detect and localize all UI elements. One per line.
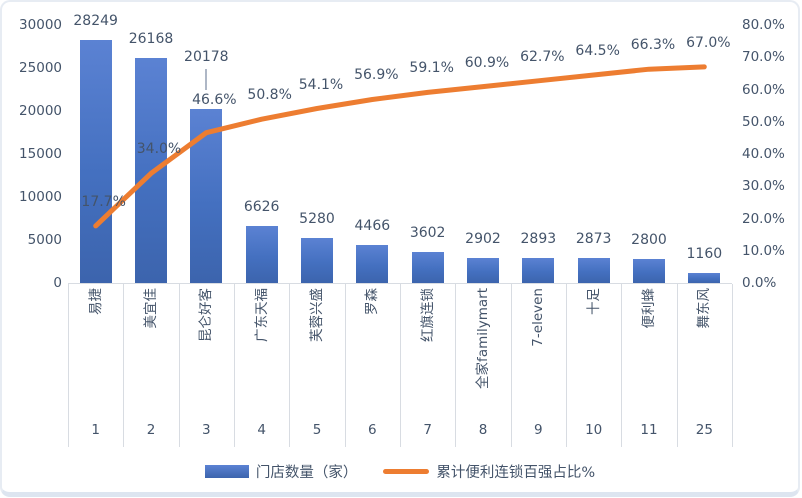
bar xyxy=(411,252,444,283)
category-rank-label: 7 xyxy=(423,422,432,438)
right-axis-tick: 0.0% xyxy=(742,275,777,291)
category-separator xyxy=(621,284,623,447)
category-label: 芙蓉兴盛 xyxy=(309,288,325,342)
bar xyxy=(135,57,167,283)
category-rank-label: 3 xyxy=(202,422,211,438)
category-rank-label: 5 xyxy=(312,422,322,438)
bar xyxy=(190,109,223,283)
left-axis-tick: 0 xyxy=(53,275,62,291)
bar xyxy=(633,258,665,283)
line-series-swatch-icon xyxy=(383,469,430,474)
right-axis-tick: 70.0% xyxy=(742,49,785,66)
right-axis-tick: 20.0% xyxy=(742,210,785,227)
line-percent-label: 56.9% xyxy=(354,67,399,84)
bar-value-label: 26168 xyxy=(128,30,174,47)
bar-value-label: 1160 xyxy=(686,246,723,263)
category-separator xyxy=(676,284,678,447)
right-axis-tick: 40.0% xyxy=(742,146,785,162)
line-percent-label: 54.1% xyxy=(298,76,344,93)
category-separator xyxy=(234,284,235,447)
bar xyxy=(301,237,333,283)
bar-value-label: 20178 xyxy=(184,49,229,65)
left-axis-tick: 10000 xyxy=(19,189,62,205)
bar xyxy=(79,40,112,283)
right-axis-tick: 10.0% xyxy=(742,242,785,259)
category-rank-label: 1 xyxy=(91,422,100,438)
right-axis-tick: 80.0% xyxy=(742,17,785,33)
bar-series-swatch-icon xyxy=(204,465,249,478)
category-label: 便利蜂 xyxy=(641,288,657,329)
line-percent-label: 17.7% xyxy=(81,193,126,210)
bar-value-label: 2893 xyxy=(520,231,557,248)
category-separator xyxy=(732,284,733,447)
left-axis-tick: 15000 xyxy=(19,146,62,162)
category-label: 易捷 xyxy=(87,288,104,315)
category-separator xyxy=(289,284,291,447)
line-percent-label: 64.5% xyxy=(575,42,620,59)
category-label: 广东天福 xyxy=(253,288,270,342)
category-label: 舞东风 xyxy=(696,288,713,329)
legend-item-line-series: 累计便利连锁百强占比% xyxy=(383,461,595,482)
category-separator xyxy=(123,284,125,447)
line-percent-label: 60.9% xyxy=(464,54,510,71)
category-separator xyxy=(344,284,346,447)
bar-value-label: 2873 xyxy=(575,231,612,248)
bar xyxy=(356,244,389,283)
category-label: 美宜佳 xyxy=(143,288,159,329)
bar xyxy=(245,226,278,283)
category-separator xyxy=(68,284,69,447)
legend-label-bar-series: 门店数量（家） xyxy=(255,465,358,481)
category-rank-label: 25 xyxy=(695,422,713,438)
right-axis-tick: 30.0% xyxy=(742,178,785,195)
category-separator xyxy=(400,284,401,447)
category-rank-label: 2 xyxy=(146,422,156,438)
category-label: 罗森 xyxy=(364,288,381,315)
bar xyxy=(577,258,610,283)
bar xyxy=(467,258,499,283)
right-axis-tick: 60.0% xyxy=(742,81,785,98)
line-percent-label: 59.1% xyxy=(409,60,454,77)
left-axis-tick: 25000 xyxy=(19,60,62,76)
category-rank-label: 4 xyxy=(257,422,266,438)
left-axis-tick: 20000 xyxy=(19,103,62,119)
category-rank-label: 8 xyxy=(478,422,488,438)
line-percent-label: 34.0% xyxy=(136,141,182,158)
category-label: 十足 xyxy=(585,288,602,315)
legend-item-bar-series: 门店数量（家） xyxy=(204,461,358,482)
left-axis-tick: 5000 xyxy=(27,232,62,248)
left-axis-tick: 30000 xyxy=(19,17,62,33)
category-label: 全家familymart xyxy=(475,288,491,389)
right-axis-tick: 50.0% xyxy=(742,113,785,130)
bar-value-label: 3602 xyxy=(409,225,446,242)
x-axis-line xyxy=(68,283,732,284)
bar xyxy=(688,273,721,283)
legend-label-line-series: 累计便利连锁百强占比% xyxy=(436,465,596,481)
label-leader-line xyxy=(205,69,208,90)
category-rank-label: 9 xyxy=(534,422,543,438)
category-separator xyxy=(566,284,567,447)
category-rank-label: 6 xyxy=(368,422,377,438)
category-separator xyxy=(178,284,180,447)
category-label: 7-eleven xyxy=(530,288,547,347)
legend: 门店数量（家） 累计便利连锁百强占比% xyxy=(2,461,798,482)
line-percent-label: 62.7% xyxy=(520,48,565,65)
category-separator xyxy=(455,284,457,447)
line-percent-label: 66.3% xyxy=(630,37,676,54)
category-label: 红旗连锁 xyxy=(419,288,436,342)
category-rank-label: 11 xyxy=(640,422,658,438)
line-percent-label: 50.8% xyxy=(247,87,292,104)
bar-value-label: 28249 xyxy=(73,13,118,30)
bar xyxy=(522,258,555,283)
bar-value-label: 2800 xyxy=(631,231,667,248)
category-label: 昆仑好客 xyxy=(198,288,215,342)
category-separator xyxy=(510,284,512,447)
category-rank-label: 10 xyxy=(585,422,603,438)
bar-value-label: 2902 xyxy=(465,231,501,248)
line-percent-label: 46.6% xyxy=(192,92,237,108)
line-percent-label: 67.0% xyxy=(686,34,731,51)
